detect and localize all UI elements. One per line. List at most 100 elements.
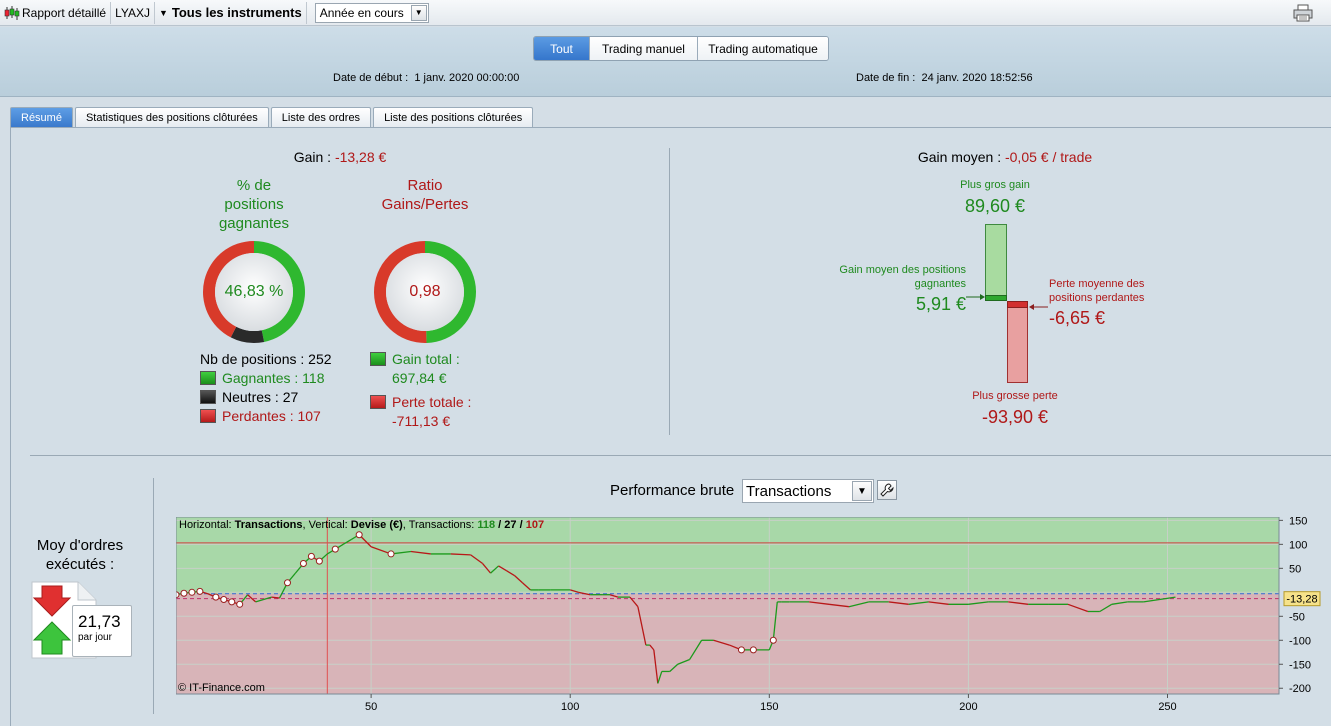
tab-bar: Résumé Statistiques des positions clôtur… [10, 107, 535, 128]
legend-winning: Gagnantes : 118 [200, 369, 332, 388]
avg-loss-bar [1007, 301, 1028, 308]
donut-gain-slice [425, 241, 476, 343]
ratio-title-line2: Gains/Pertes [381, 196, 469, 213]
series-segment [578, 591, 591, 596]
orders-value: 21,73 [78, 612, 121, 631]
tab-orders[interactable]: Liste des ordres [270, 107, 372, 127]
donut-loss-slice [373, 241, 427, 343]
tab-closed-positions-label: Liste des positions clôturées [384, 111, 523, 124]
series-segment [255, 598, 264, 603]
start-date-label: Date de début : [333, 72, 409, 84]
mode-segmented-control: Tout Trading manuel Trading automatique [533, 36, 829, 61]
avg-loss-positions-label-line2: positions perdantes [1049, 292, 1145, 304]
trade-marker [331, 545, 339, 553]
series-segment [772, 601, 778, 641]
series-segment [410, 550, 431, 555]
avg-gain-value: -0,05 € / trade [1004, 149, 1093, 165]
tab-summary[interactable]: Résumé [10, 107, 73, 127]
avg-gain-positions-label: Gain moyen des positions gagnantes [830, 263, 966, 291]
series-segment [271, 596, 280, 599]
printer-icon[interactable] [1293, 4, 1313, 22]
info-sep-1: / [495, 519, 505, 531]
info-horizontal: Transactions [234, 519, 303, 531]
end-date: Date de fin : 24 janv. 2020 18:52:56 [856, 72, 1033, 84]
start-date: Date de début : 1 janv. 2020 00:00:00 [333, 72, 519, 84]
win-pct-value: 46,83 % [224, 283, 284, 300]
avg-loss-positions-label: Perte moyenne des positions perdantes [1049, 277, 1189, 305]
chevron-down-icon[interactable]: ▼ [410, 4, 427, 21]
series-segment [968, 601, 989, 605]
trade-marker [212, 593, 220, 601]
loss-total-label: Perte totale : [392, 394, 472, 410]
orders-title-line2: exécutés : [45, 556, 115, 573]
series-segment [649, 644, 655, 651]
report-button[interactable]: Rapport détaillé [0, 1, 112, 24]
trade-marker [220, 596, 228, 604]
performance-series [176, 534, 1176, 684]
trade-marker [283, 579, 291, 587]
wrench-button[interactable] [877, 480, 897, 500]
avg-gain-positions-label-line1: Gain moyen des positions [839, 264, 966, 276]
instruments-label: Tous les instruments [171, 5, 302, 20]
segment-all-label: Tout [550, 41, 573, 56]
series-segment [809, 601, 830, 605]
gain-total: Gain total : [370, 350, 471, 369]
tab-closed-positions[interactable]: Liste des positions clôturées [373, 107, 534, 127]
instruments-dropdown[interactable]: ▼ Tous les instruments [155, 1, 307, 24]
performance-mode-select[interactable]: Transactions ▼ [742, 479, 874, 503]
series-segment [669, 663, 679, 672]
series-segment [370, 546, 392, 555]
ratio-donut [373, 241, 476, 343]
avg-loss-positions-label-line1: Perte moyenne des [1049, 278, 1145, 290]
segment-all[interactable]: Tout [534, 37, 590, 60]
series-segment [629, 596, 639, 608]
max-loss-label: Plus grosse perte [972, 390, 1058, 402]
start-date-value: 1 janv. 2020 00:00:00 [414, 72, 520, 84]
series-segment [928, 601, 949, 605]
series-segment [828, 603, 850, 608]
trade-markers [176, 531, 777, 654]
legend-winning-label: Gagnantes : 118 [222, 370, 325, 386]
symbol-button[interactable]: LYAXJ [111, 1, 155, 24]
green-square-icon [370, 352, 386, 366]
series-segment [1067, 603, 1089, 613]
trade-marker [387, 550, 395, 558]
info-sep-2: / [516, 519, 526, 531]
series-segment [1008, 601, 1029, 605]
orders-unit: par jour [78, 632, 112, 643]
positions-count: Nb de positions : 252 [200, 351, 332, 367]
plot-border [176, 517, 1280, 695]
win-pct-donut-center [215, 253, 293, 331]
max-gain-bar [985, 224, 1007, 300]
avg-gain-positions-value: 5,91 € [915, 294, 966, 314]
donut-winning-slice [254, 241, 305, 342]
red-square-icon [370, 395, 386, 409]
tab-closed-stats-label: Statistiques des positions clôturées [85, 111, 258, 124]
trade-marker [176, 591, 180, 599]
series-segment [470, 554, 483, 565]
trade-marker [236, 600, 244, 608]
trade-marker [307, 552, 315, 560]
trade-marker [228, 598, 236, 606]
series-segment [689, 639, 703, 660]
info-tx-neutral: 27 [504, 519, 517, 531]
copyright: © IT-Finance.com [178, 682, 265, 694]
info-tx-win: 118 [477, 519, 496, 531]
period-value: Année en cours [319, 5, 404, 20]
segment-manual[interactable]: Trading manuel [590, 37, 698, 60]
chevron-down-icon[interactable]: ▼ [852, 481, 872, 501]
y-tick-label: 150 [1289, 517, 1307, 527]
segment-automatic-label: Trading automatique [708, 41, 818, 56]
segment-automatic[interactable]: Trading automatique [698, 37, 828, 60]
trade-marker [188, 588, 196, 596]
chart-info: Horizontal: Transactions, Vertical: Devi… [179, 519, 544, 531]
series-segment [1143, 598, 1160, 603]
series-segment [888, 601, 909, 605]
performance-chart: 150 100 50 -50 -100 -150 -200 50 100 150 200 250 -… [176, 517, 1321, 713]
period-select[interactable]: Année en cours ▼ [314, 2, 429, 23]
chart-grid [176, 517, 1279, 694]
avg-gain-summary: Gain moyen : -0,05 € / trade [855, 149, 1155, 165]
last-value-badge [1283, 591, 1321, 607]
tab-closed-stats[interactable]: Statistiques des positions clôturées [74, 107, 269, 127]
max-gain-value: 89,60 € [964, 196, 1026, 216]
